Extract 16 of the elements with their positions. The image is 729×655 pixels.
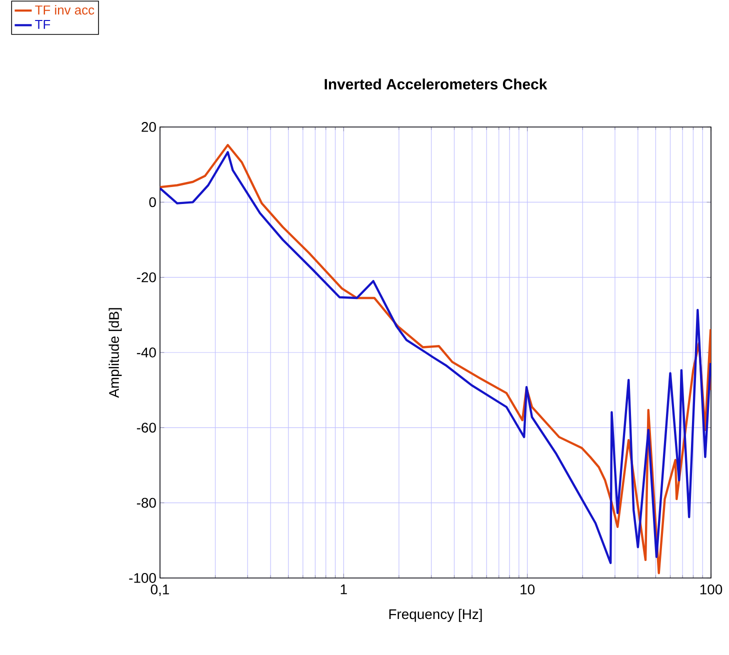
y-axis-title: Amplitude [dB] bbox=[108, 308, 122, 398]
x-tick-label: 100 bbox=[700, 584, 722, 594]
y-tick-label: -40 bbox=[136, 348, 156, 358]
x-tick-label: 0,1 bbox=[150, 584, 170, 596]
y-tick-label: -80 bbox=[136, 498, 156, 508]
legend-label: TF inv acc bbox=[35, 5, 94, 15]
x-tick-label: 1 bbox=[340, 584, 347, 594]
y-tick-label: -20 bbox=[136, 272, 156, 282]
y-tick-label: 0 bbox=[149, 197, 156, 208]
x-axis-title: Frequency [Hz] bbox=[389, 608, 482, 622]
chart-title: Inverted Accelerometers Check bbox=[324, 78, 548, 90]
y-tick-label: -100 bbox=[129, 573, 156, 583]
x-tick-label: 10 bbox=[520, 584, 535, 594]
y-tick-label: 20 bbox=[142, 122, 156, 132]
y-tick-label: -60 bbox=[136, 422, 156, 433]
legend-label: TF bbox=[35, 20, 50, 29]
